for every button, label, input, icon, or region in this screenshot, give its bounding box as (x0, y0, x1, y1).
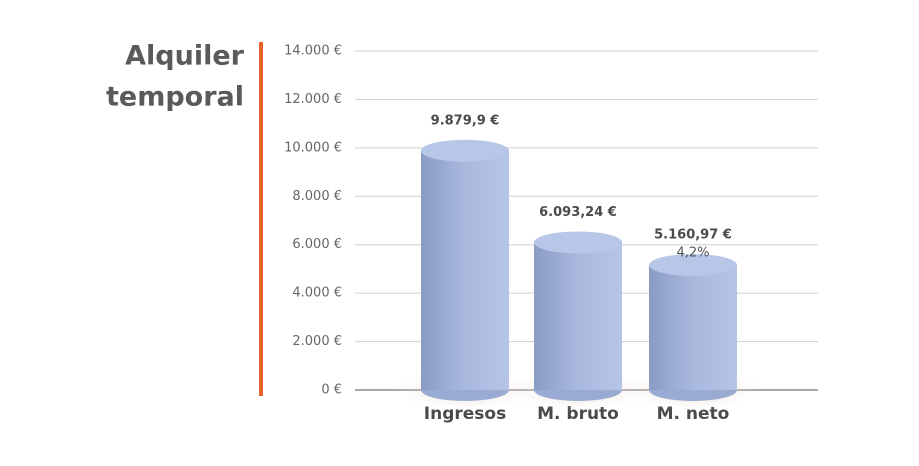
value-label: 6.093,24 € (539, 205, 617, 220)
chart-title: Alquiler (125, 41, 245, 72)
bar (534, 242, 622, 390)
bar-top (649, 254, 737, 277)
bar-top (421, 139, 509, 162)
y-tick-label: 6.000 € (292, 237, 342, 252)
y-tick-label: 0 € (321, 383, 342, 398)
y-tick-label: 4.000 € (292, 286, 342, 301)
y-tick-label: 12.000 € (284, 92, 342, 107)
bar-top (534, 231, 622, 254)
annotation: 4,2% (676, 246, 709, 261)
value-label: 9.879,9 € (431, 113, 500, 128)
bar (649, 265, 737, 390)
y-tick-label: 2.000 € (292, 334, 342, 349)
bar (421, 150, 509, 390)
chart-title: temporal (106, 82, 244, 113)
y-tick-label: 14.000 € (284, 44, 342, 59)
y-tick-label: 8.000 € (292, 189, 342, 204)
y-tick-label: 10.000 € (284, 140, 342, 155)
value-label: 5.160,97 € (654, 228, 732, 243)
